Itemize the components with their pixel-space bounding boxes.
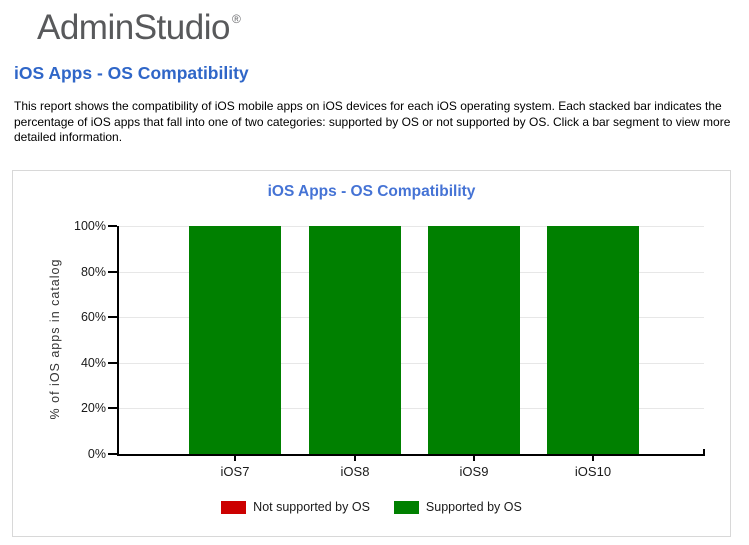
bar-segment-iOS7-supported-by-os[interactable] [189, 226, 281, 454]
registered-trademark-icon: ® [231, 12, 241, 26]
logo-text: AdminStudio [37, 8, 230, 47]
plot-area: 0% 20% 40% 60% 80% 100% iOS7 iOS8 iOS9 iOS10 [74, 219, 705, 479]
bar-segment-iOS10-supported-by-os[interactable] [547, 226, 639, 454]
legend-swatch-icon [221, 500, 247, 514]
y-axis-title: % of iOS apps in catalog [48, 258, 62, 420]
legend-label: Not supported by OS [253, 500, 370, 514]
bar-segment-iOS9-supported-by-os[interactable] [428, 226, 520, 454]
bar-iOS9[interactable] [428, 226, 520, 454]
legend-label: Supported by OS [425, 500, 522, 514]
x-category-label-iOS7: iOS7 [220, 464, 250, 479]
gridline-100 [119, 226, 704, 227]
x-tick-iOS10 [592, 456, 594, 461]
x-tick-iOS8 [354, 456, 356, 461]
legend-swatch-icon [393, 500, 419, 514]
adminstudio-logo: AdminStudio ® [37, 8, 241, 55]
report-description: This report shows the compatibility of i… [14, 99, 731, 144]
x-axis-end-tick [703, 449, 705, 454]
x-category-label-iOS10: iOS10 [574, 464, 612, 479]
y-tick-100 [108, 225, 117, 227]
y-tick-20 [108, 407, 117, 410]
y-tick-80 [108, 270, 117, 273]
y-tick-label-20: 20% [80, 401, 106, 416]
x-tick-iOS7 [234, 456, 236, 461]
x-category-label-iOS9: iOS9 [459, 464, 489, 479]
bar-segment-iOS8-supported-by-os[interactable] [309, 226, 401, 454]
y-tick-40 [108, 361, 117, 364]
gridline-60 [119, 317, 704, 319]
y-tick-0 [108, 453, 117, 455]
y-axis-line [117, 226, 119, 456]
bar-iOS10[interactable] [547, 226, 639, 454]
y-tick-label-40: 40% [80, 355, 106, 370]
y-tick-label-60: 60% [80, 310, 106, 325]
x-category-label-iOS8: iOS8 [340, 464, 370, 479]
gridline-40 [119, 362, 704, 364]
chart-legend: Not supported by OS Supported by OS [13, 500, 730, 514]
gridline-80 [119, 271, 704, 273]
bar-iOS8[interactable] [309, 226, 401, 454]
chart-card: iOS Apps - OS Compatibility % of iOS app… [12, 170, 731, 537]
page-title: iOS Apps - OS Compatibility [14, 63, 249, 83]
y-tick-label-80: 80% [80, 264, 106, 279]
legend-item-not-supported-by-os: Not supported by OS [221, 500, 370, 514]
y-tick-60 [108, 316, 117, 319]
x-axis-line [117, 454, 705, 456]
bar-iOS7[interactable] [189, 226, 281, 454]
y-tick-label-100: 100% [74, 219, 106, 233]
x-tick-iOS9 [473, 456, 475, 461]
gridline-20 [119, 408, 704, 410]
y-tick-label-0: 0% [87, 447, 106, 461]
legend-item-supported-by-os: Supported by OS [393, 500, 522, 514]
chart-title: iOS Apps - OS Compatibility [267, 183, 476, 200]
